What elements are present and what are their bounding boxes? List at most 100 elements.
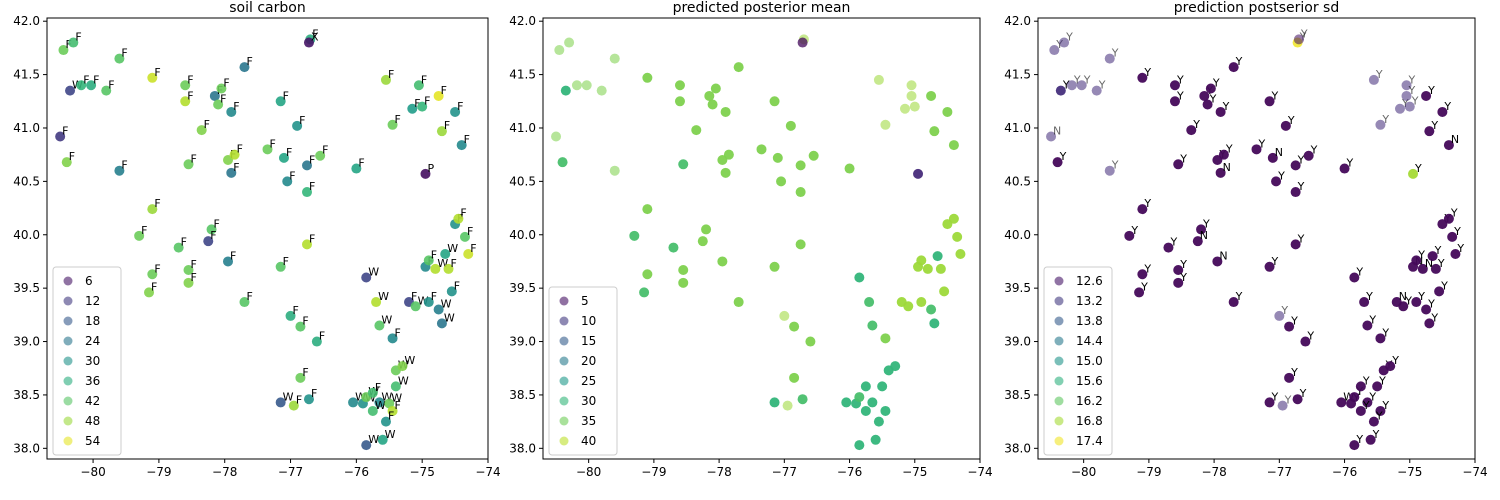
point-label: Y <box>1453 225 1461 238</box>
legend-marker <box>63 376 73 386</box>
data-point <box>929 318 940 329</box>
point-label: Y <box>1427 84 1435 97</box>
point-label: F <box>467 225 473 238</box>
point-label: Y <box>1404 294 1412 307</box>
data-point <box>642 269 653 280</box>
data-point <box>955 248 966 259</box>
point-label: N <box>1275 146 1283 159</box>
legend-label: 18 <box>85 314 100 328</box>
data-point <box>285 310 296 321</box>
data-point <box>397 361 408 372</box>
data-point <box>144 287 155 298</box>
data-point <box>1430 263 1441 274</box>
point-label: F <box>302 366 308 379</box>
point-label: F <box>395 113 401 126</box>
point-label: Y <box>1143 66 1151 79</box>
y-tick-label: 40.0 <box>1004 228 1031 242</box>
data-point <box>1173 159 1184 170</box>
data-point <box>1375 333 1386 344</box>
data-point <box>1447 231 1458 242</box>
data-point <box>867 320 878 331</box>
data-point <box>206 224 217 235</box>
point-label: Y <box>1209 92 1217 105</box>
point-label: N <box>1425 257 1433 270</box>
data-point <box>609 53 620 64</box>
point-label: F <box>154 66 160 79</box>
data-point <box>239 297 250 308</box>
data-point <box>433 304 444 315</box>
data-point <box>288 400 299 411</box>
point-label: Y <box>1381 326 1389 339</box>
data-point <box>1339 163 1350 174</box>
data-point <box>1290 160 1301 171</box>
y-tick-label: 38.0 <box>509 441 536 455</box>
point-label: F <box>270 137 276 150</box>
data-point <box>1284 372 1295 383</box>
y-tick-label: 38.5 <box>509 388 536 402</box>
legend-label: 25 <box>581 374 596 388</box>
point-label: F <box>286 146 292 159</box>
point-label: P <box>427 162 434 175</box>
y-tick-label: 42.0 <box>1004 14 1031 28</box>
legend-label: 16.2 <box>1076 394 1103 408</box>
data-point <box>1052 157 1063 168</box>
data-point <box>1349 392 1360 403</box>
y-tick-label: 41.0 <box>13 121 40 135</box>
data-point <box>1202 99 1213 110</box>
point-label: F <box>187 73 193 86</box>
data-point <box>430 263 441 274</box>
x-tick-label: −74 <box>967 465 992 479</box>
data-point <box>1368 74 1379 85</box>
data-point <box>678 265 689 275</box>
data-point <box>948 140 959 151</box>
point-label: Y <box>1290 315 1298 328</box>
data-point <box>1196 224 1207 235</box>
point-label: W <box>385 428 396 441</box>
legend-label: 17.4 <box>1076 434 1103 448</box>
legend-label: 40 <box>581 434 596 448</box>
point-label: X <box>311 31 319 44</box>
data-point <box>906 80 917 91</box>
legend-marker <box>559 296 569 306</box>
data-point <box>808 150 819 161</box>
data-point <box>1205 83 1216 94</box>
data-point <box>1375 119 1386 130</box>
data-point <box>282 176 293 187</box>
legend-marker <box>559 436 569 446</box>
data-point <box>410 301 421 312</box>
point-label: Y <box>1192 118 1200 131</box>
point-label: Y <box>1176 89 1184 102</box>
data-point <box>1417 263 1428 274</box>
legend-marker <box>1054 336 1064 346</box>
point-label: N <box>1219 249 1227 262</box>
point-label: Y <box>1179 152 1187 165</box>
data-point <box>880 405 891 416</box>
data-point <box>873 74 884 85</box>
data-point <box>1264 96 1275 107</box>
data-point <box>782 400 793 411</box>
data-point <box>1355 381 1366 392</box>
point-label: Y <box>1284 394 1292 407</box>
point-label: F <box>395 326 401 339</box>
point-label: Y <box>1375 68 1383 81</box>
point-label: F <box>460 207 466 220</box>
data-point <box>903 301 914 312</box>
y-tick-label: 39.5 <box>13 281 40 295</box>
data-point <box>209 90 220 101</box>
data-point <box>795 160 806 171</box>
data-point <box>723 149 734 160</box>
point-label: F <box>454 279 460 292</box>
point-label: W <box>381 314 392 327</box>
data-point <box>674 96 685 107</box>
y-tick-label: 40.5 <box>1004 174 1031 188</box>
data-point <box>1104 53 1115 64</box>
data-point <box>785 120 796 131</box>
data-point <box>860 405 871 416</box>
data-point <box>387 333 398 344</box>
data-point <box>58 45 69 56</box>
data-point <box>65 85 76 96</box>
legend-marker <box>1054 416 1064 426</box>
data-point <box>348 397 359 408</box>
data-point <box>239 62 250 73</box>
data-point <box>551 131 562 142</box>
